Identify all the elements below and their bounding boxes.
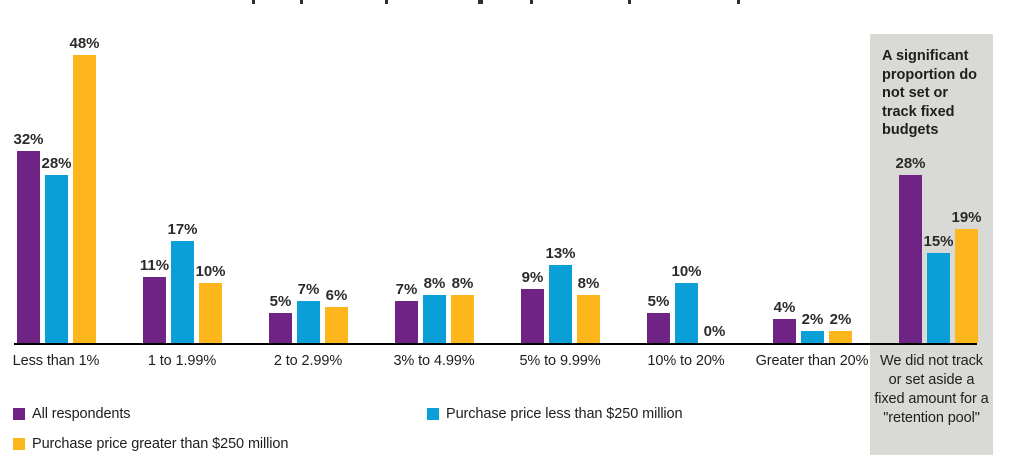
category-label: 3% to 4.99% xyxy=(393,353,475,369)
legend-label: All respondents xyxy=(32,406,131,422)
value-label: 13% xyxy=(545,245,576,262)
bar xyxy=(269,313,292,343)
bar xyxy=(647,313,670,343)
value-label: 9% xyxy=(521,269,544,286)
bar xyxy=(829,331,852,343)
legend-item: Purchase price greater than $250 million xyxy=(13,436,288,452)
value-label: 17% xyxy=(167,221,198,238)
value-label: 19% xyxy=(951,209,982,226)
value-label: 4% xyxy=(773,299,796,316)
title-fragment xyxy=(385,0,388,4)
value-label: 8% xyxy=(423,275,446,292)
bar xyxy=(899,175,922,343)
bar xyxy=(773,319,796,343)
bar xyxy=(675,283,698,343)
value-label: 5% xyxy=(269,293,292,310)
bar xyxy=(451,295,474,343)
value-label: 8% xyxy=(451,275,474,292)
title-fragment xyxy=(737,0,740,4)
callout-text: A significant proportion do not set or t… xyxy=(882,48,978,139)
value-label: 7% xyxy=(395,281,418,298)
bar xyxy=(423,295,446,343)
value-label: 48% xyxy=(69,35,100,52)
value-label: 2% xyxy=(829,311,852,328)
bar xyxy=(297,301,320,343)
bar xyxy=(45,175,68,343)
value-label: 15% xyxy=(923,233,954,250)
legend-swatch xyxy=(13,438,25,450)
bar xyxy=(143,277,166,343)
bar xyxy=(171,241,194,343)
value-label: 8% xyxy=(577,275,600,292)
legend-item: Purchase price less than $250 million xyxy=(427,406,683,422)
value-label: 11% xyxy=(139,257,170,274)
category-label: 10% to 20% xyxy=(647,353,725,369)
highlight-panel: A significant proportion do not set or t… xyxy=(870,34,993,455)
title-fragment xyxy=(530,0,533,4)
category-label: 5% to 9.99% xyxy=(519,353,601,369)
value-label: 7% xyxy=(297,281,320,298)
value-label: 10% xyxy=(195,263,226,280)
value-label: 2% xyxy=(801,311,824,328)
category-label: 1 to 1.99% xyxy=(147,353,217,369)
legend-item: All respondents xyxy=(13,406,131,422)
bar xyxy=(325,307,348,343)
bar xyxy=(577,295,600,343)
value-label: 32% xyxy=(13,131,44,148)
legend-swatch xyxy=(427,408,439,420)
bar xyxy=(927,253,950,343)
category-label: Greater than 20% xyxy=(755,353,869,369)
value-label: 5% xyxy=(647,293,670,310)
category-label: Less than 1% xyxy=(12,353,100,369)
bar xyxy=(17,151,40,343)
value-label: 6% xyxy=(325,287,348,304)
title-fragment xyxy=(252,0,255,4)
value-label: 28% xyxy=(41,155,72,172)
bar xyxy=(955,229,978,343)
bar xyxy=(395,301,418,343)
x-axis-line xyxy=(14,343,977,345)
legend-swatch xyxy=(13,408,25,420)
value-label: 0% xyxy=(703,323,726,340)
category-label: 2 to 2.99% xyxy=(273,353,343,369)
bar xyxy=(801,331,824,343)
bar xyxy=(549,265,572,343)
bar xyxy=(199,283,222,343)
bar xyxy=(73,55,96,343)
legend-label: Purchase price less than $250 million xyxy=(446,406,683,422)
legend-label: Purchase price greater than $250 million xyxy=(32,436,289,452)
bar xyxy=(521,289,544,343)
value-label: 28% xyxy=(895,155,926,172)
value-label: 10% xyxy=(671,263,702,280)
category-label: We did not track or set aside a fixed am… xyxy=(874,353,989,426)
title-fragment xyxy=(300,0,303,4)
title-fragment xyxy=(478,0,483,4)
title-fragment xyxy=(628,0,631,4)
